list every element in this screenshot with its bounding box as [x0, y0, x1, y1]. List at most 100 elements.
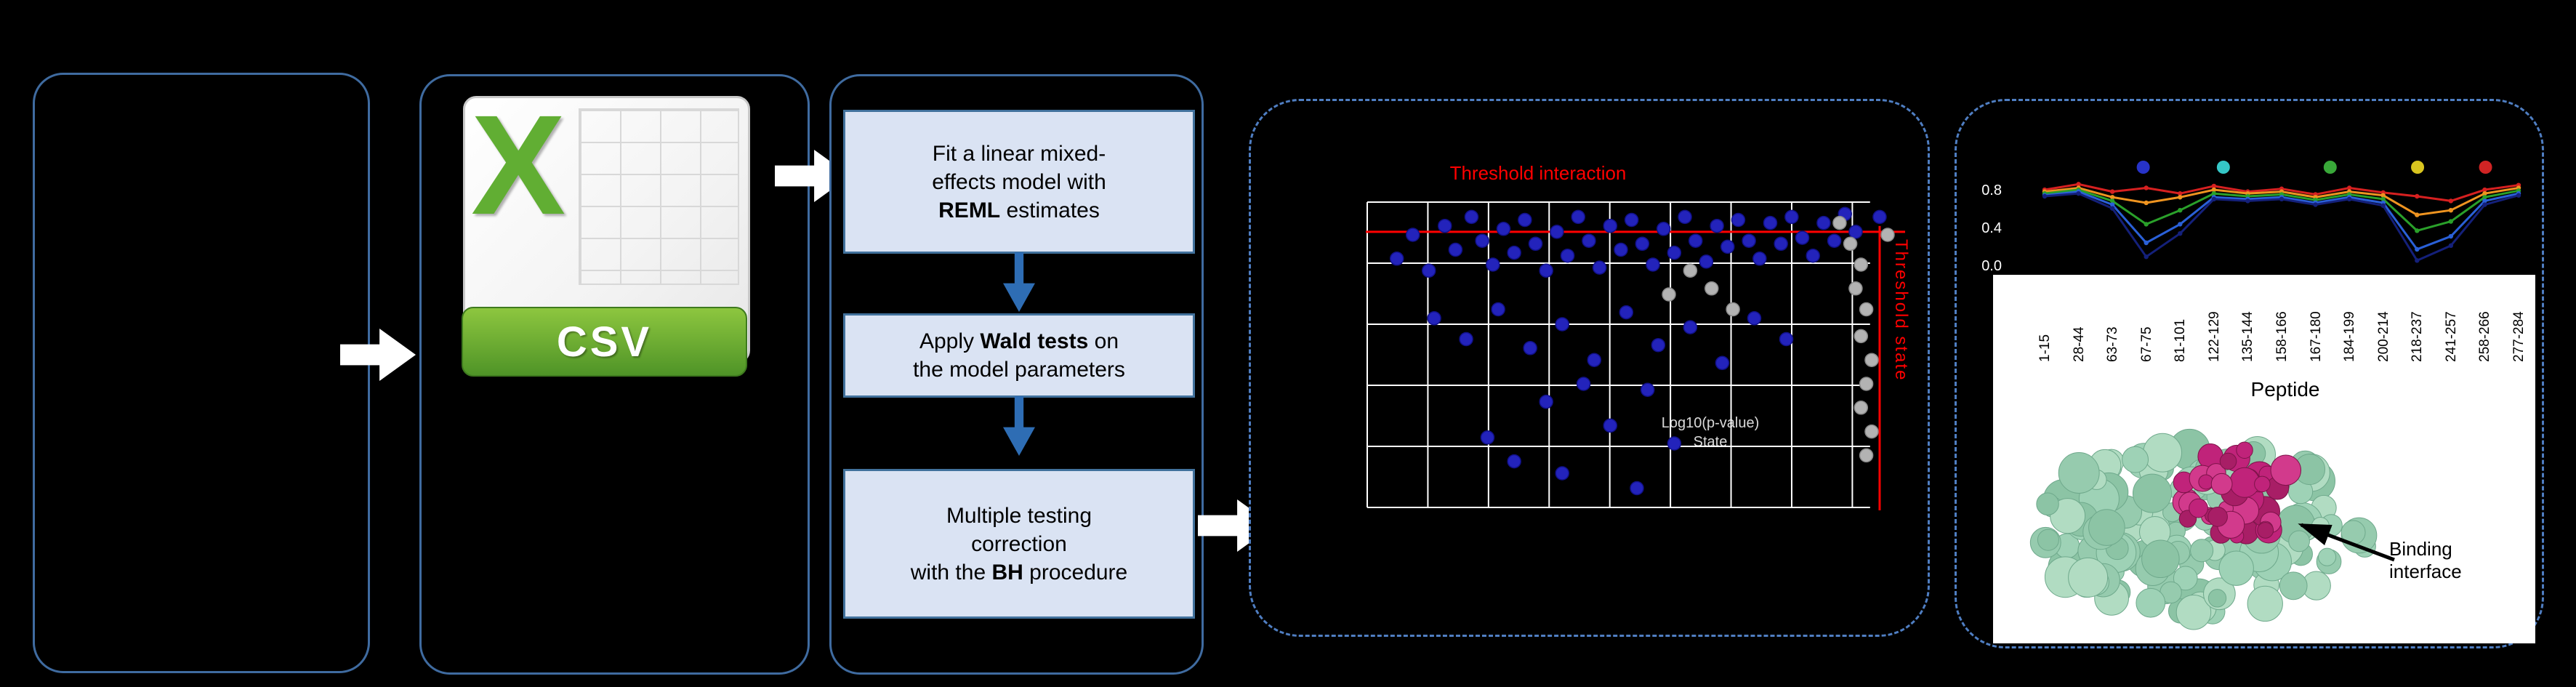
panel-csv-file: X CSV [419, 74, 810, 675]
scatter-point-significant [1763, 215, 1778, 230]
series-green-point [2415, 228, 2420, 233]
binding-interface-dot [2207, 507, 2228, 527]
series-orange-point [2448, 208, 2454, 213]
peptide-x-label: 218-237 [2410, 311, 2426, 362]
scatter-point-significant [1448, 242, 1463, 257]
series-blue-point [2415, 246, 2420, 252]
peptide-x-label: 135-144 [2240, 311, 2256, 362]
scatter-point-significant [1560, 248, 1575, 263]
peptide-x-label: 200-214 [2375, 311, 2391, 362]
series-navy-point [2415, 258, 2420, 263]
binding-interface-dot [2236, 441, 2253, 459]
scatter-point-significant [1507, 245, 1521, 260]
series-blue-point [2448, 233, 2454, 239]
series-orange-point [2178, 195, 2183, 200]
step3-bold: BH [991, 560, 1023, 584]
protein-surface-dot [2132, 473, 2173, 513]
excel-x-icon: X [471, 86, 566, 244]
scatter-point-significant [1872, 209, 1887, 225]
protein-structure [2029, 428, 2378, 630]
scatter-point-significant [1656, 222, 1671, 236]
series-navy-point [2211, 196, 2217, 202]
scatter-point-significant [1438, 218, 1452, 233]
scatter-point-significant [1779, 332, 1794, 347]
series-orange-point [2482, 190, 2487, 196]
threshold-interaction-label: Threshold interaction [1449, 162, 1627, 184]
scatter-point-significant [1427, 311, 1441, 326]
step-box-bh: Multiple testing correction with the BH … [843, 469, 1195, 619]
scatter-point-significant [1630, 481, 1644, 496]
binding-interface-dot [2210, 473, 2233, 495]
scatter-point-significant [1731, 212, 1746, 228]
scatter-point-nonsignificant [1662, 287, 1676, 302]
scatter-point-significant [1742, 233, 1756, 248]
scatter-point-significant [1555, 317, 1569, 332]
scatter-point-nonsignificant [1853, 329, 1869, 344]
series-navy-point [2313, 202, 2318, 207]
series-navy-point [2380, 203, 2386, 208]
peptide-x-label: 63-73 [2105, 326, 2121, 362]
series-orange-point [2380, 193, 2386, 198]
scatter-point-significant [1475, 233, 1489, 248]
series-blue-point [2178, 222, 2183, 227]
series-orange-point [2211, 187, 2217, 193]
binding-interface-dot [2198, 474, 2214, 490]
scatter-point-significant [1678, 209, 1692, 225]
series-navy-point [2178, 231, 2183, 236]
protein-surface-dot [2311, 516, 2330, 536]
timepoint-dot-icon [2479, 161, 2492, 174]
scatter-point-significant [1667, 436, 1682, 451]
scatter-point-significant [1491, 302, 1505, 317]
arrow-down-icon [1003, 252, 1035, 312]
scatter-point-nonsignificant [1843, 236, 1858, 252]
protein-surface-dot [2058, 452, 2100, 494]
protein-surface-dot [2288, 530, 2310, 553]
series-red-point [2076, 182, 2081, 187]
step2-pre: Apply [919, 329, 981, 353]
protein-surface-dot [2136, 587, 2166, 618]
scatter-point-significant [1464, 209, 1479, 225]
scatter-point-significant [1459, 332, 1473, 347]
series-navy-point [2109, 206, 2115, 211]
scatter-point-significant [1720, 239, 1735, 254]
series-red-point [2482, 187, 2487, 193]
peptide-x-label: 184-199 [2342, 311, 2358, 362]
peptide-x-label: 122-129 [2206, 311, 2222, 362]
protein-surface-dot [2036, 492, 2059, 515]
peptide-x-label: 167-180 [2308, 311, 2324, 362]
timepoint-dot-icon [2411, 161, 2425, 174]
series-green-point [2144, 222, 2149, 227]
scatter-point-significant [1635, 236, 1650, 252]
peptide-x-label: 258-266 [2477, 311, 2493, 362]
series-navy-point [2448, 243, 2454, 249]
step2-post: on the model parameters [913, 329, 1125, 382]
series-navy-point [2144, 254, 2149, 260]
scatter-point-significant [1555, 466, 1569, 481]
scatter-point-significant [1523, 341, 1537, 355]
peptide-x-label: 28-44 [2071, 326, 2087, 362]
series-red-point [2144, 185, 2149, 190]
scatter-point-significant [1539, 394, 1553, 409]
protein-surface-dot [2050, 498, 2086, 534]
scatter-point-significant [1651, 337, 1666, 353]
series-green-point [2178, 208, 2183, 213]
protein-surface-dot [2190, 539, 2214, 563]
scatter-point-significant [1774, 236, 1788, 252]
scatter-point-significant [1614, 242, 1628, 257]
scatter-point-nonsignificant [1859, 448, 1874, 463]
series-orange-point [2144, 200, 2149, 206]
binding-caption-line2: interface [2389, 561, 2462, 583]
peptide-image-box: 1-15 28-44 63-73 67-75 81-101 122-129 135-144 1… [1993, 275, 2535, 643]
series-blue-point [2482, 198, 2487, 204]
series-navy-point [2042, 193, 2048, 199]
protein-surface-dot [2173, 566, 2198, 591]
protein-surface-dot [2247, 585, 2283, 622]
spreadsheet-grid-icon [578, 108, 740, 286]
scatter-point-nonsignificant [1880, 228, 1895, 242]
scatter-point-significant [1539, 263, 1553, 278]
scatter-point-significant [1646, 257, 1660, 272]
scatter-point-nonsignificant [1864, 424, 1879, 439]
scatter-point-significant [1507, 454, 1521, 469]
panel-peptide-results: 0.8 0.4 0.0 1-15 28-44 63-73 67-75 81-101 122… [1955, 99, 2544, 648]
